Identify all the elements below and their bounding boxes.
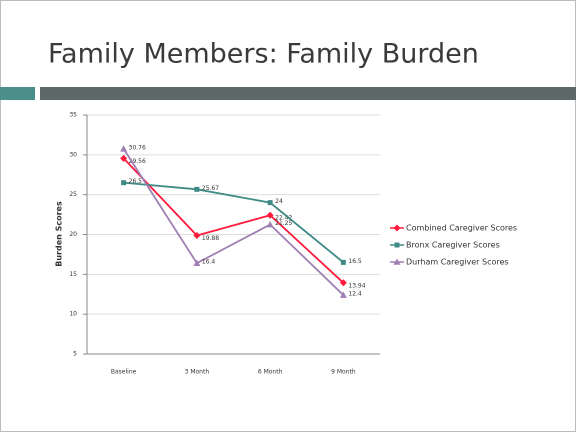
data-point xyxy=(194,186,200,192)
data-point xyxy=(267,200,273,206)
legend-marker xyxy=(394,242,400,248)
y-tick-label: 20 xyxy=(69,231,77,238)
x-tick-label: 9 Month xyxy=(331,369,356,376)
data-point xyxy=(340,259,346,265)
data-point xyxy=(121,180,127,186)
legend-label: Bronx Caregiver Scores xyxy=(406,241,500,250)
slide-title: Family Members: Family Burden xyxy=(48,39,479,70)
data-label: 29.56 xyxy=(129,158,146,165)
data-label: 26.5 xyxy=(129,178,143,185)
x-tick-label: Baseline xyxy=(111,369,137,376)
y-axis-label: Burden Scores xyxy=(55,201,64,267)
data-point xyxy=(339,279,347,287)
legend-marker xyxy=(393,258,401,265)
data-label: 16.5 xyxy=(348,258,362,265)
legend-label: Durham Caregiver Scores xyxy=(406,258,509,267)
series-line xyxy=(122,148,344,296)
header-accent xyxy=(0,87,35,100)
data-point xyxy=(266,221,274,228)
data-label: 21.25 xyxy=(275,220,292,227)
data-label: 13.94 xyxy=(348,282,365,289)
x-tick-label: 3 Month xyxy=(185,369,210,376)
data-label: 22.42 xyxy=(275,215,292,222)
data-label: 25.67 xyxy=(202,185,219,192)
data-label: 19.88 xyxy=(202,235,219,242)
y-tick-label: 10 xyxy=(69,311,77,318)
data-label: 16.4 xyxy=(202,259,216,266)
series-line xyxy=(123,181,344,264)
y-tick-label: 30 xyxy=(69,151,77,158)
header-bar xyxy=(40,87,576,100)
data-point xyxy=(339,291,347,298)
data-point xyxy=(120,145,128,152)
x-tick-label: 6 Month xyxy=(258,369,283,376)
data-point xyxy=(266,211,274,219)
legend-label: Combined Caregiver Scores xyxy=(406,224,517,233)
y-tick-label: 5 xyxy=(73,351,77,358)
series-line xyxy=(122,157,344,284)
y-tick-label: 15 xyxy=(69,271,77,278)
data-label: 30.76 xyxy=(129,144,146,151)
y-tick-label: 25 xyxy=(69,191,77,198)
y-tick-label: 35 xyxy=(69,112,77,119)
data-label: 24 xyxy=(275,198,283,205)
data-point xyxy=(193,231,201,239)
data-point xyxy=(193,259,201,266)
data-point xyxy=(120,154,128,162)
legend-marker xyxy=(393,224,401,232)
data-label: 12.4 xyxy=(348,291,362,298)
